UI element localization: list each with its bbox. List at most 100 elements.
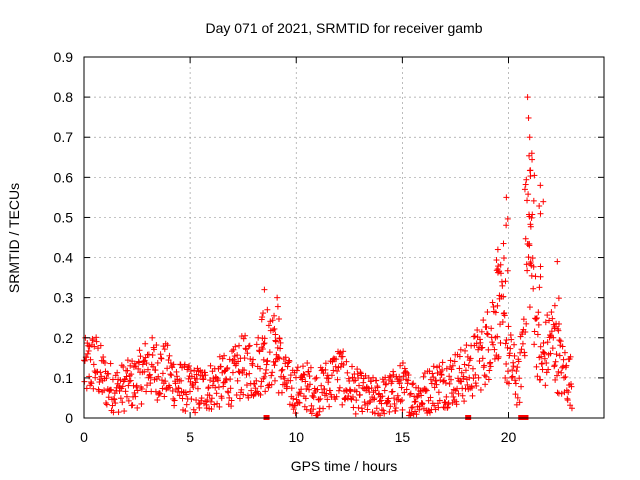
data-point xyxy=(294,364,301,371)
data-point xyxy=(241,367,248,374)
data-point xyxy=(259,346,266,353)
y-tick-label: 0.8 xyxy=(54,89,74,105)
data-point xyxy=(332,363,339,370)
data-point xyxy=(440,378,447,385)
data-point xyxy=(455,390,462,397)
peak-point xyxy=(530,197,537,204)
data-point xyxy=(502,374,509,381)
data-point xyxy=(109,376,116,383)
data-point xyxy=(409,381,416,388)
data-point xyxy=(216,403,223,410)
data-point xyxy=(161,346,168,353)
data-point xyxy=(511,352,518,359)
data-point xyxy=(326,403,333,410)
data-point xyxy=(221,352,228,359)
peak-point xyxy=(524,94,531,101)
data-point xyxy=(103,375,110,382)
data-point xyxy=(397,398,404,405)
data-point xyxy=(135,365,142,372)
data-point xyxy=(565,389,572,396)
data-point xyxy=(282,360,289,367)
data-point xyxy=(350,404,357,411)
data-point xyxy=(392,404,399,411)
data-point xyxy=(85,342,92,349)
data-point xyxy=(394,392,401,399)
data-point xyxy=(430,363,437,370)
data-point xyxy=(183,401,190,408)
data-point xyxy=(479,344,486,351)
peak-point xyxy=(551,302,558,309)
data-point xyxy=(509,367,516,374)
chart-title: Day 071 of 2021, SRMTID for receiver gam… xyxy=(205,20,482,36)
data-point xyxy=(124,357,131,364)
data-point xyxy=(229,348,236,355)
data-point xyxy=(277,339,284,346)
data-point xyxy=(427,409,434,416)
data-point xyxy=(511,341,518,348)
data-point xyxy=(405,372,412,379)
data-point xyxy=(304,360,311,367)
data-point xyxy=(89,337,96,344)
data-point xyxy=(412,408,419,415)
data-point xyxy=(347,388,354,395)
data-point xyxy=(420,373,427,380)
data-point xyxy=(83,385,90,392)
data-point xyxy=(349,374,356,381)
data-point xyxy=(386,372,393,379)
data-point xyxy=(535,321,542,328)
data-point xyxy=(405,377,412,384)
data-point xyxy=(543,369,550,376)
data-point xyxy=(233,391,240,398)
peak-point xyxy=(524,197,531,204)
data-point xyxy=(542,382,549,389)
data-point xyxy=(398,397,405,404)
data-point xyxy=(192,379,199,386)
data-point xyxy=(268,381,275,388)
data-point xyxy=(553,351,560,358)
data-point xyxy=(518,346,525,353)
data-point xyxy=(521,352,528,359)
data-point xyxy=(551,362,558,369)
data-point xyxy=(461,361,468,368)
data-point xyxy=(227,385,234,392)
data-point xyxy=(302,378,309,385)
data-point xyxy=(508,374,515,381)
data-point xyxy=(396,373,403,380)
data-point xyxy=(193,397,200,404)
data-point xyxy=(547,350,554,357)
data-point xyxy=(461,398,468,405)
data-point xyxy=(234,377,241,384)
data-point xyxy=(533,315,540,322)
data-point xyxy=(547,332,554,339)
data-point xyxy=(272,338,279,345)
data-point xyxy=(97,342,104,349)
data-point xyxy=(334,376,341,383)
data-point xyxy=(448,390,455,397)
peak-point xyxy=(537,182,544,189)
data-point xyxy=(465,362,472,369)
data-point xyxy=(466,374,473,381)
peak-point xyxy=(523,176,530,183)
data-point xyxy=(430,374,437,381)
data-point xyxy=(161,393,168,400)
data-point xyxy=(528,272,535,279)
peak-point xyxy=(528,150,535,157)
data-point xyxy=(245,343,252,350)
peak-point xyxy=(271,325,278,332)
data-point xyxy=(362,401,369,408)
data-point xyxy=(487,363,494,370)
data-point xyxy=(462,347,469,354)
peak-point xyxy=(260,310,267,317)
data-point xyxy=(371,410,378,417)
peak-point xyxy=(531,172,538,179)
data-point xyxy=(303,386,310,393)
peak-point xyxy=(495,263,502,270)
data-point xyxy=(299,363,306,370)
peak-point xyxy=(272,331,279,338)
data-point xyxy=(469,365,476,372)
data-point xyxy=(119,399,126,406)
data-point xyxy=(286,358,293,365)
data-point xyxy=(260,356,267,363)
data-point xyxy=(328,372,335,379)
data-point xyxy=(378,400,385,407)
